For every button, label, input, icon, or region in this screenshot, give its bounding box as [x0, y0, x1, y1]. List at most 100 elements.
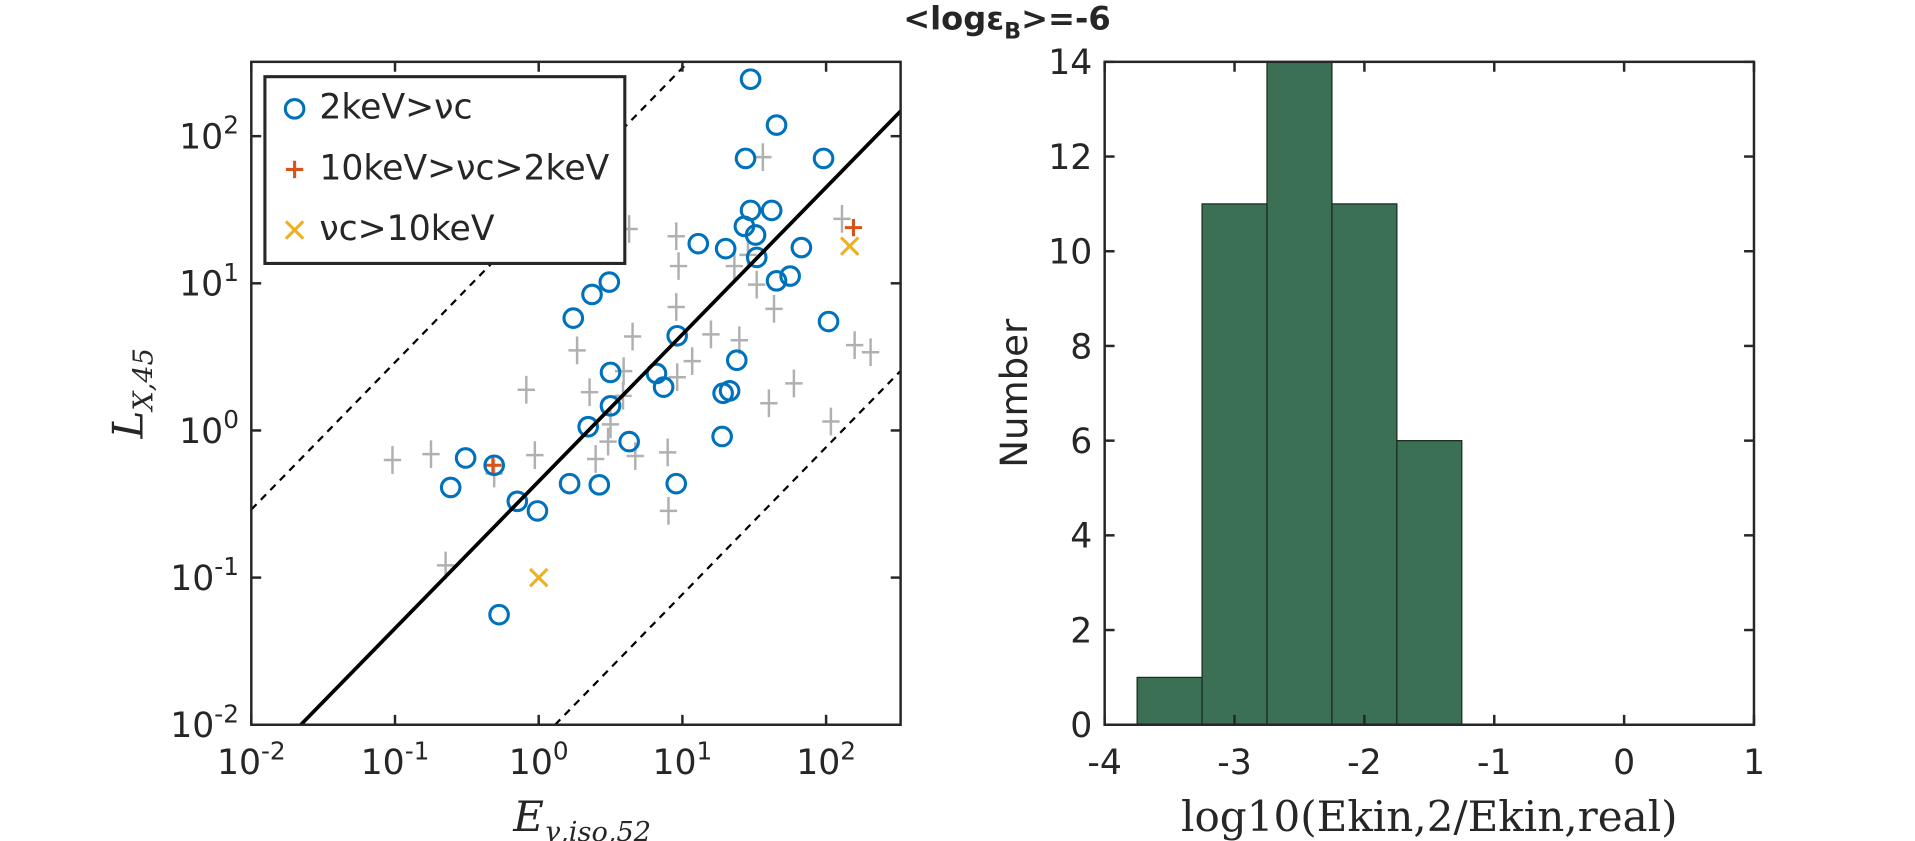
scatter-point [588, 474, 611, 496]
tick-exp: -1 [214, 552, 239, 581]
title-sub: B [1004, 18, 1021, 44]
scatter-point [822, 407, 840, 436]
scatter-point [812, 147, 835, 170]
legend-label: 2keV>νc [319, 88, 472, 128]
legend-marker [285, 160, 304, 179]
scatter-point [422, 440, 440, 469]
scatter-point [618, 430, 640, 453]
scatter-point [683, 347, 701, 375]
scatter-point [748, 270, 766, 299]
scatter-point [517, 375, 535, 404]
tick-base: 10 [796, 743, 840, 783]
scatter-point [765, 295, 783, 323]
histogram-bar [1201, 203, 1268, 726]
legend-marker [283, 98, 306, 120]
x-tick-label: 101 [653, 736, 713, 783]
scatter-point [659, 497, 678, 525]
scatter-point [562, 307, 585, 329]
x-axis-label: log10(Ekin,2/Ekin,real) [1181, 792, 1678, 841]
scatter-point [526, 441, 544, 469]
scatter-point [790, 236, 813, 259]
plot-frame [250, 60, 902, 726]
scatter-point [581, 283, 603, 306]
x-tick-label: 10-1 [361, 736, 430, 783]
scatter-point [739, 68, 762, 90]
scatter-point [754, 143, 772, 172]
scatter-point [506, 490, 529, 513]
legend-marker [284, 220, 305, 240]
scatter-point [718, 379, 741, 402]
scatter-point [744, 224, 767, 246]
tick-exp: -2 [214, 699, 239, 728]
y-tick-label: 4 [1070, 517, 1092, 557]
tick-base: 10 [217, 743, 261, 783]
scatter-point [568, 336, 586, 365]
scatter-point [765, 269, 788, 292]
y-tick-label: 12 [1048, 138, 1092, 178]
scatter-point [725, 349, 748, 372]
scatter-point [725, 252, 744, 280]
label-main: E [512, 792, 544, 841]
scatter-point [702, 320, 720, 349]
histogram-bar [1266, 61, 1333, 726]
tick-exp: 2 [223, 111, 239, 140]
scatter-point [580, 378, 599, 407]
scatter-point [665, 472, 688, 495]
scatter-point [711, 425, 733, 448]
y-tick-label: 0 [1070, 706, 1092, 746]
title-part: <logε [903, 0, 1004, 38]
legend-box [263, 75, 627, 265]
tick-base: 10 [361, 743, 405, 783]
histogram-bar [1396, 440, 1463, 726]
y-tick-label: 10 [1048, 233, 1092, 273]
label-sub: X,45 [128, 348, 159, 413]
scatter-point [483, 454, 506, 477]
scatter-point [667, 222, 685, 251]
x-tick-label: 10-2 [217, 736, 286, 783]
tick-exp: -1 [405, 736, 430, 765]
scatter-point [666, 324, 689, 347]
reference-line [299, 109, 901, 725]
tick-base: 10 [170, 706, 214, 746]
y-tick-label: 102 [179, 111, 239, 158]
label-sub: γ,iso,52 [544, 817, 651, 841]
tick-exp: 2 [840, 736, 856, 765]
tick-base: 10 [170, 559, 214, 599]
scatter-point [528, 567, 549, 588]
y-tick-label: 14 [1048, 43, 1092, 83]
scatter-point [765, 114, 788, 136]
scatter-point [839, 236, 860, 256]
scatter-point [861, 338, 880, 367]
tick-exp: 0 [553, 736, 569, 765]
y-axis-label: Number [993, 318, 1036, 468]
scatter-point [439, 476, 462, 499]
x-tick-label: -4 [1087, 743, 1122, 783]
scatter-point [586, 445, 605, 473]
scatter-point [714, 237, 737, 260]
scatter-point [845, 331, 864, 359]
x-tick-label: 100 [509, 736, 569, 783]
tick-exp: 1 [223, 258, 239, 287]
legend-label: 10keV>νc>2keV [319, 148, 609, 188]
scatter-point [659, 438, 677, 467]
title-part: >=-6 [1021, 0, 1111, 38]
scatter-point [844, 218, 863, 237]
x-tick-label: 1 [1743, 743, 1765, 783]
tick-exp: 0 [223, 405, 239, 434]
scatter-point [745, 246, 768, 269]
scatter-point [779, 265, 801, 287]
y-tick-label: 101 [179, 258, 239, 305]
scatter-point [599, 361, 622, 384]
y-tick-label: 10-1 [170, 552, 239, 599]
reference-line [554, 370, 901, 725]
scatter-point [785, 369, 803, 398]
tick-base: 10 [179, 265, 223, 305]
scatter-point [598, 271, 621, 293]
scatter-point [526, 500, 549, 522]
scatter-point [760, 199, 783, 222]
scatter-point [652, 376, 675, 398]
x-axis-label: Eγ,iso,52 [512, 792, 651, 841]
scatter-point [667, 293, 685, 321]
y-tick-label: 2 [1070, 611, 1092, 651]
y-tick-label: 8 [1070, 327, 1092, 367]
